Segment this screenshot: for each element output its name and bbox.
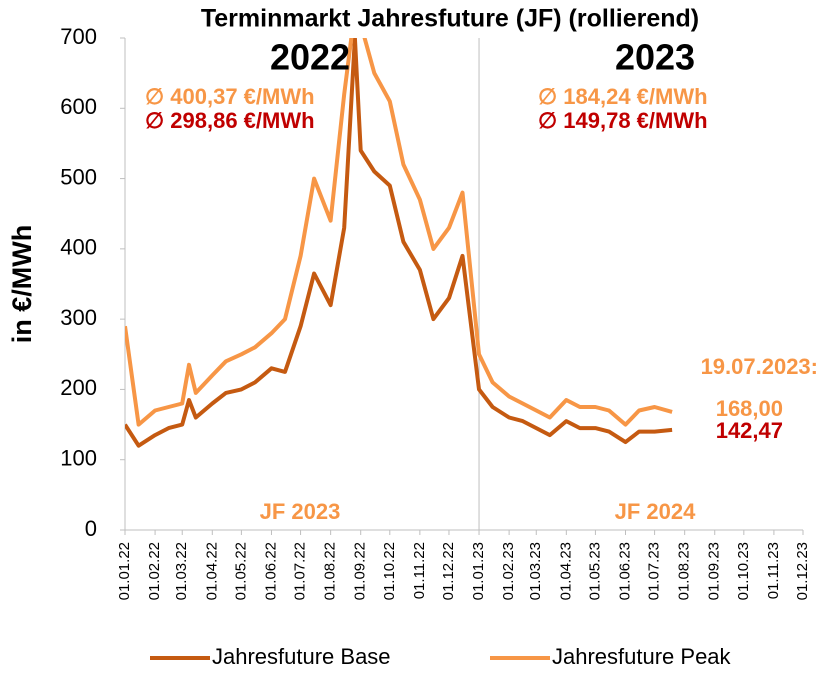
annotation: ∅ 400,37 €/MWh [145, 84, 315, 109]
y-axis-label: in €/MWh [7, 225, 37, 343]
annotation: JF 2024 [615, 499, 696, 524]
x-tick-label: 01.04.22 [203, 542, 220, 600]
legend-label: Jahresfuture Peak [552, 644, 732, 669]
annotation: 2023 [615, 37, 695, 78]
y-tick-label: 300 [60, 305, 97, 330]
y-tick-label: 700 [60, 24, 97, 49]
x-tick-label: 01.09.23 [706, 542, 723, 600]
x-tick-label: 01.01.23 [470, 542, 487, 600]
x-tick-label: 01.08.23 [676, 542, 693, 600]
x-tick-label: 01.08.22 [322, 542, 339, 600]
legend-label: Jahresfuture Base [212, 644, 391, 669]
series-line [125, 38, 673, 427]
y-tick-label: 400 [60, 235, 97, 260]
x-tick-label: 01.04.23 [557, 542, 574, 600]
x-tick-label: 01.11.22 [411, 542, 428, 599]
annotation: ∅ 184,24 €/MWh [538, 84, 708, 109]
annotation: JF 2023 [260, 499, 341, 524]
y-tick-label: 600 [60, 94, 97, 119]
x-tick-label: 01.07.23 [646, 542, 663, 600]
chart-title: Terminmarkt Jahresfuture (JF) (rollieren… [201, 5, 699, 33]
x-tick-label: 01.12.22 [440, 542, 457, 600]
annotation: 142,47 [716, 418, 783, 443]
annotation: ∅ 298,86 €/MWh [145, 108, 315, 133]
x-tick-label: 01.12.23 [794, 542, 811, 600]
x-tick-label: 01.06.23 [616, 542, 633, 600]
x-tick-label: 01.01.22 [116, 542, 133, 600]
series-line [125, 38, 673, 448]
x-tick-label: 01.02.22 [146, 542, 163, 600]
x-tick-label: 01.09.22 [352, 542, 369, 600]
x-tick-label: 01.11.23 [765, 542, 782, 599]
annotation: 168,00 [716, 396, 783, 421]
x-tick-label: 01.02.23 [500, 542, 517, 600]
x-tick-label: 01.10.22 [381, 542, 398, 600]
annotation: 19.07.2023: [701, 354, 818, 379]
x-tick-label: 01.05.22 [232, 542, 249, 600]
y-tick-label: 100 [60, 446, 97, 471]
y-tick-label: 500 [60, 164, 97, 189]
x-tick-label: 01.05.23 [586, 542, 603, 600]
y-tick-label: 0 [85, 516, 97, 541]
x-tick-label: 01.06.22 [262, 542, 279, 600]
annotation: ∅ 149,78 €/MWh [538, 108, 708, 133]
x-tick-label: 01.03.22 [173, 542, 190, 600]
y-tick-label: 200 [60, 375, 97, 400]
x-tick-label: 01.10.23 [735, 542, 752, 600]
annotation: 2022 [270, 37, 350, 78]
x-tick-label: 01.03.23 [527, 542, 544, 600]
x-tick-label: 01.07.22 [292, 542, 309, 600]
plot-area [125, 38, 673, 448]
